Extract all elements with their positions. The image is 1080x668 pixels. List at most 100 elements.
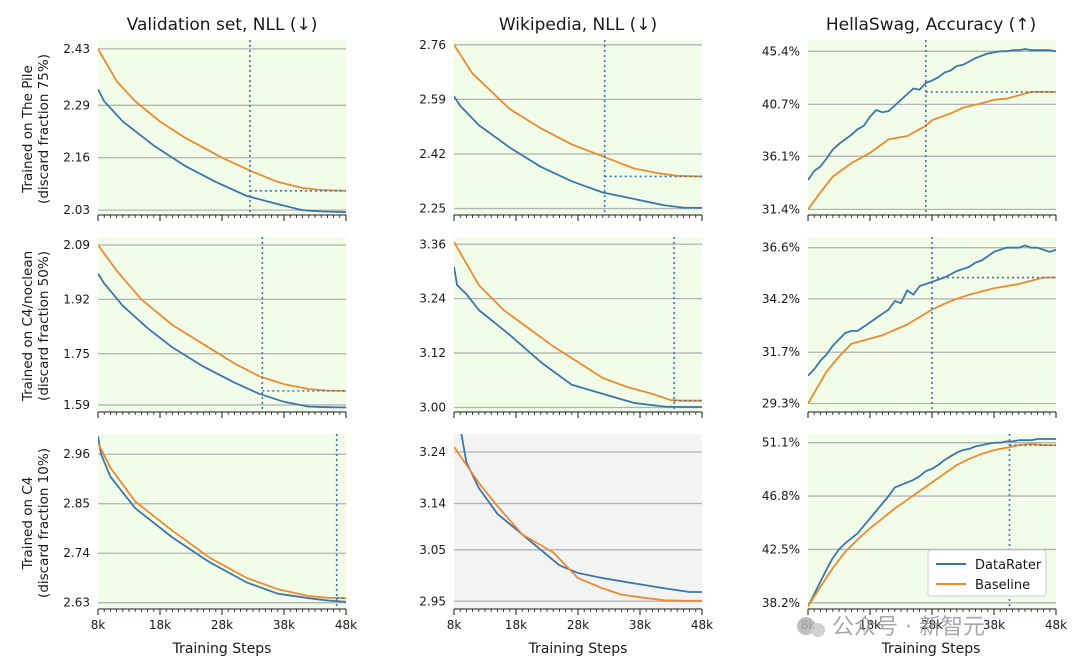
column-title-wikipedia: Wikipedia, NLL (↓) [499,15,657,35]
legend-baseline-label: Baseline [975,578,1030,593]
series-line-baseline [808,91,1056,210]
x-axis-label-col0: Training Steps [172,641,272,657]
panel-r0-c0: 2.03 2.16 2.29 2.43 [63,40,347,221]
row-label-c4noclean-line1: Trained on C4/noclean [20,251,36,402]
y-tick-label: 34.2% [762,292,800,306]
y-tick-label: 40.7% [762,97,800,111]
wechat-icon [797,617,815,635]
x-tick-label: 48k [691,618,713,632]
y-tick-label: 2.96 [63,447,90,461]
x-tick-label: 28k [211,618,233,632]
column-title-validation: Validation set, NLL (↓) [127,15,318,35]
y-tick-label: 2.74 [63,546,90,560]
x-tick-label: 18k [505,618,527,632]
y-tick-label: 3.24 [419,445,446,459]
y-tick-label: 2.85 [63,497,90,511]
y-tick-label: 3.14 [419,496,446,510]
x-tick-label: 8k [447,618,462,632]
y-tick-label: 2.43 [63,42,90,56]
y-tick-label: 3.24 [419,292,446,306]
y-tick-label: 2.03 [63,203,90,217]
y-tick-label: 3.36 [419,237,446,251]
y-tick-label: 2.09 [63,238,90,252]
series-line-baseline [98,48,346,192]
panel-background [808,40,1056,215]
x-tick-label: 18k [149,618,171,632]
wechat-icon-bubble [811,623,825,637]
x-axis-label-col1: Training Steps [528,641,628,657]
x-tick-label: 48k [1045,618,1067,632]
row-label-c4-line2: (discard fraction 10%) [36,448,52,598]
x-tick-label: 8k [91,618,106,632]
series-line-baseline [454,241,702,402]
watermark-text: 公众号 · 新智元 [832,615,985,640]
series-line-baseline [808,276,1056,404]
x-tick-label: 28k [921,618,943,632]
watermark: 公众号 · 新智元 [797,615,985,640]
series-line-datarater [808,244,1056,377]
series-line-datarater [98,436,346,603]
row-label-pile-line2: (discard fraction 75%) [36,54,52,204]
panel-background [454,237,702,412]
series-line-baseline [808,442,1056,607]
series-line-datarater [808,48,1056,181]
panel-r1-c1: 3.00 3.12 3.24 3.36 [419,237,703,418]
y-tick-label: 31.7% [762,345,800,359]
x-tick-label: 18k [859,618,881,632]
panel-r1-c0: 1.59 1.75 1.92 2.09 [63,237,347,418]
y-tick-label: 3.12 [419,346,446,360]
y-tick-label: 36.1% [762,149,800,163]
y-tick-label: 42.5% [762,542,800,556]
series-line-datarater [98,273,346,409]
series-line-datarater [454,95,702,209]
series-line-datarater [98,88,346,214]
row-label-pile-line1: Trained on The Pile [20,65,36,194]
row-label-c4-line1: Trained on C4 [20,477,36,571]
x-tick-label: 48k [335,618,357,632]
y-tick-label: 3.00 [419,400,446,414]
panel-background [454,40,702,215]
series-line-datarater [454,266,702,408]
y-tick-label: 31.4% [762,202,800,216]
series-line-baseline [454,446,702,602]
x-tick-label: 28k [567,618,589,632]
panel-r0-c1: 2.25 2.42 2.59 2.76 [419,38,703,221]
y-tick-label: 1.92 [63,292,90,306]
legend-datarater-label: DataRater [975,558,1042,573]
y-tick-label: 38.2% [762,596,800,610]
x-tick-label: 38k [983,618,1005,632]
x-tick-label: 38k [273,618,295,632]
y-tick-label: 29.3% [762,396,800,410]
y-tick-label: 3.05 [419,543,446,557]
panel-background [98,237,346,412]
y-tick-label: 2.16 [63,151,90,165]
panel-background [98,40,346,215]
row-label-c4noclean-line2: (discard fraction 50%) [36,251,52,401]
y-tick-label: 2.29 [63,98,90,112]
panel-r1-c2: 29.3% 31.7% 34.2% 36.6% [762,237,1057,418]
panel-r2-c1: 2.95 3.05 3.14 3.24 8k 18k 28k 38k 48k [419,434,713,632]
y-tick-label: 2.63 [63,596,90,610]
y-tick-label: 36.6% [762,241,800,255]
x-tick-label: 38k [629,618,651,632]
y-tick-label: 45.4% [762,44,800,58]
y-tick-label: 2.95 [419,594,446,608]
panel-r2-c0: 2.63 2.74 2.85 2.96 8k 18k 28k 38k 48k [63,434,357,632]
y-tick-label: 46.8% [762,489,800,503]
y-tick-label: 1.59 [63,398,90,412]
legend: DataRater Baseline [927,549,1047,597]
series-line-datarater [808,438,1056,607]
panel-background [454,434,702,609]
y-tick-label: 2.25 [419,202,446,216]
y-tick-label: 2.76 [419,38,446,52]
panel-background [98,434,346,609]
panels-group: 2.03 2.16 2.29 2.43 2.25 2.42 2.59 2.76 31.4% 36.… [63,38,1067,632]
x-axis-label-col2: Training Steps [881,641,981,657]
column-title-hellaswag: HellaSwag, Accuracy (↑) [826,15,1036,35]
series-line-baseline [98,244,346,392]
series-line-baseline [454,44,702,178]
y-tick-label: 2.42 [419,147,446,161]
y-tick-label: 2.59 [419,92,446,106]
y-tick-label: 1.75 [63,347,90,361]
